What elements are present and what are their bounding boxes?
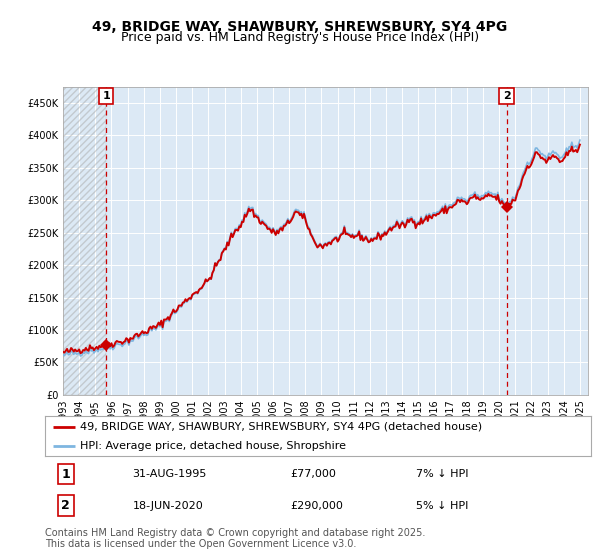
Text: 2: 2 bbox=[61, 499, 70, 512]
Text: HPI: Average price, detached house, Shropshire: HPI: Average price, detached house, Shro… bbox=[80, 441, 346, 450]
Text: Contains HM Land Registry data © Crown copyright and database right 2025.
This d: Contains HM Land Registry data © Crown c… bbox=[45, 528, 425, 549]
Text: Price paid vs. HM Land Registry's House Price Index (HPI): Price paid vs. HM Land Registry's House … bbox=[121, 31, 479, 44]
Text: 2: 2 bbox=[503, 91, 511, 101]
Text: 7% ↓ HPI: 7% ↓ HPI bbox=[416, 469, 469, 479]
Text: £290,000: £290,000 bbox=[291, 501, 344, 511]
Text: 18-JUN-2020: 18-JUN-2020 bbox=[133, 501, 203, 511]
Text: 1: 1 bbox=[102, 91, 110, 101]
Text: 1: 1 bbox=[61, 468, 70, 480]
Text: 49, BRIDGE WAY, SHAWBURY, SHREWSBURY, SY4 4PG (detached house): 49, BRIDGE WAY, SHAWBURY, SHREWSBURY, SY… bbox=[80, 422, 482, 432]
Text: 5% ↓ HPI: 5% ↓ HPI bbox=[416, 501, 469, 511]
Text: £77,000: £77,000 bbox=[291, 469, 337, 479]
Text: 49, BRIDGE WAY, SHAWBURY, SHREWSBURY, SY4 4PG: 49, BRIDGE WAY, SHAWBURY, SHREWSBURY, SY… bbox=[92, 20, 508, 34]
Text: 31-AUG-1995: 31-AUG-1995 bbox=[133, 469, 207, 479]
